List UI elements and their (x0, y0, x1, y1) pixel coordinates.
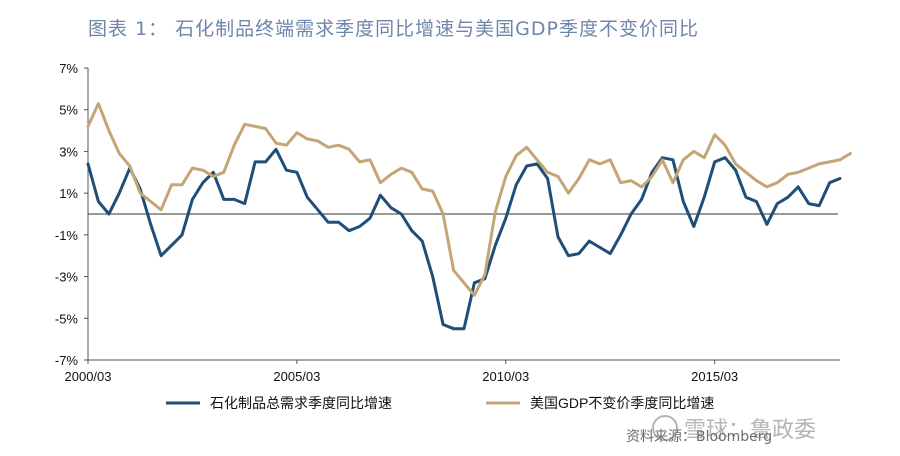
watermark-text: 雪球：鲁政委 (684, 418, 817, 443)
x-tick-label: 2005/03 (273, 369, 320, 384)
legend-label-petrochemical-demand: 石化制品总需求季度同比增速 (210, 395, 392, 411)
legend-label-us-gdp: 美国GDP不变价季度同比增速 (530, 395, 714, 411)
x-tick-label: 2015/03 (691, 369, 738, 384)
x-tick-label: 2000/03 (65, 369, 112, 384)
series-lines (86, 102, 852, 331)
series-line-petrochemical-demand (86, 147, 842, 331)
watermark: 雪球：鲁政委 (652, 412, 816, 444)
chart-title: 图表 1： 石化制品终端需求季度同比增速与美国GDP季度不变价同比 (88, 18, 699, 40)
axes: -7% -5% -3% -1% 1% 3% 5% 7% 2000/03 2005/03 2010/0… (55, 61, 840, 384)
y-tick-label: 5% (59, 103, 78, 118)
snowball-logo-icon (652, 415, 678, 441)
y-tick-label: 7% (59, 61, 78, 76)
y-tick-label: -3% (55, 270, 79, 285)
y-tick-label: -1% (55, 228, 79, 243)
y-tick-label: -7% (55, 353, 79, 368)
y-tick-label: 1% (59, 186, 78, 201)
y-tick-label: -5% (55, 311, 79, 326)
series-line-us-gdp (86, 102, 852, 297)
x-tick-label: 2010/03 (482, 369, 529, 384)
y-tick-label: 3% (59, 144, 78, 159)
legend: 石化制品总需求季度同比增速 美国GDP不变价季度同比增速 (166, 395, 714, 411)
